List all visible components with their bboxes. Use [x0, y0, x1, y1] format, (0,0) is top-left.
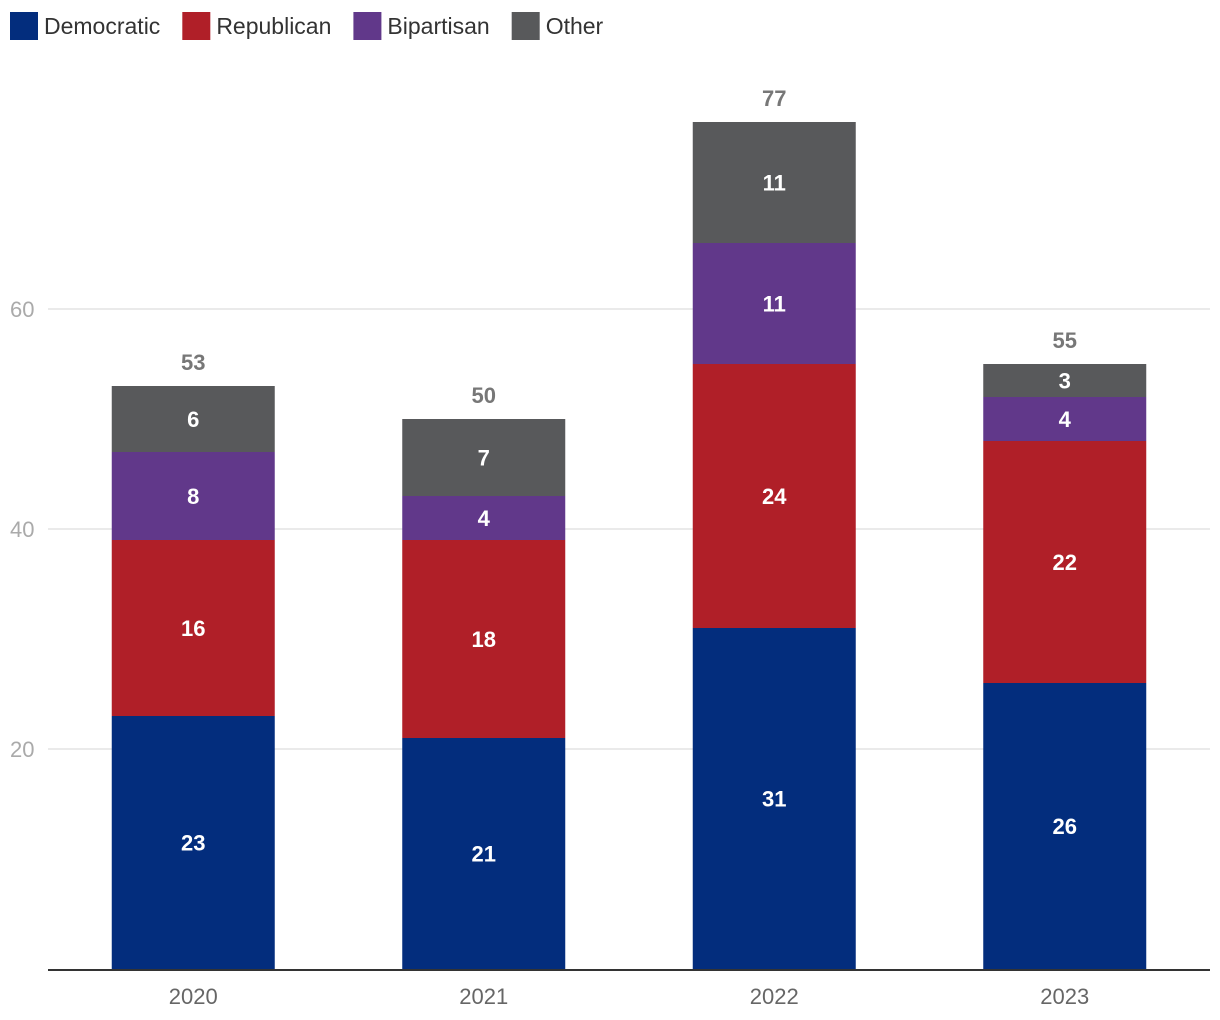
total-label-2022: 77: [762, 86, 786, 111]
x-axis: 2020 2021 2022 2023: [48, 969, 1210, 1009]
bar-other-2020: [111, 386, 275, 452]
bar-republican-2020: [111, 540, 275, 716]
bar-other-2022: [692, 122, 856, 243]
y-tick-label-20: 20: [10, 737, 34, 762]
bar-bipartisan-2021: [402, 496, 566, 540]
total-label-2021: 50: [472, 383, 496, 408]
bar-republican-2023: [983, 441, 1147, 683]
bar-other-2023: [983, 364, 1147, 397]
data-label-other-2023: 3: [1059, 369, 1071, 394]
total-label-2023: 55: [1053, 328, 1077, 353]
legend-label-bipartisan: Bipartisan: [387, 13, 489, 39]
y-tick-label-60: 60: [10, 297, 34, 322]
data-label-other-2020: 6: [187, 407, 199, 432]
bar-republican-2021: [402, 540, 566, 738]
legend-swatch-republican: [182, 12, 211, 40]
data-label-democratic-2023: 26: [1053, 814, 1077, 839]
bar-democratic-2021: [402, 738, 566, 969]
data-label-bipartisan-2023: 4: [1059, 407, 1072, 432]
data-label-bipartisan-2021: 4: [478, 506, 491, 531]
bar-bipartisan-2023: [983, 397, 1147, 441]
data-label-democratic-2020: 23: [181, 831, 205, 856]
total-label-2020: 53: [181, 350, 205, 375]
data-label-republican-2022: 24: [762, 484, 787, 509]
x-tick-label-2020: 2020: [169, 984, 218, 1009]
legend-label-democratic: Democratic: [44, 13, 160, 39]
legend: Democratic Republican Bipartisan Other: [10, 12, 604, 40]
data-label-bipartisan-2020: 8: [187, 484, 199, 509]
data-label-other-2022: 11: [763, 171, 786, 196]
data-label-democratic-2021: 21: [472, 842, 496, 867]
bar-bipartisan-2022: [692, 243, 856, 364]
y-tick-label-40: 40: [10, 517, 34, 542]
bar-republican-2022: [692, 364, 856, 628]
bar-democratic-2022: [692, 628, 856, 969]
bar-bipartisan-2020: [111, 452, 275, 540]
legend-swatch-democratic: [10, 12, 38, 40]
x-tick-label-2022: 2022: [750, 984, 799, 1009]
legend-swatch-bipartisan: [353, 12, 382, 40]
bar-democratic-2023: [983, 683, 1147, 969]
data-label-other-2021: 7: [478, 446, 490, 471]
legend-swatch-other: [511, 12, 540, 40]
legend-label-republican: Republican: [216, 13, 331, 39]
bars: 23 16 8 6 53 21 18 4 7 50 31 24 11 11 77 26 22 4 3 55: [111, 86, 1147, 969]
data-label-democratic-2022: 31: [762, 787, 786, 812]
bar-other-2021: [402, 419, 566, 496]
data-label-republican-2020: 16: [181, 616, 205, 641]
x-tick-label-2021: 2021: [459, 984, 508, 1009]
bar-democratic-2020: [111, 716, 275, 969]
x-tick-label-2023: 2023: [1040, 984, 1089, 1009]
data-label-republican-2021: 18: [472, 627, 496, 652]
data-label-bipartisan-2022: 11: [763, 292, 786, 317]
data-label-republican-2023: 22: [1053, 550, 1077, 575]
legend-label-other: Other: [546, 13, 604, 39]
